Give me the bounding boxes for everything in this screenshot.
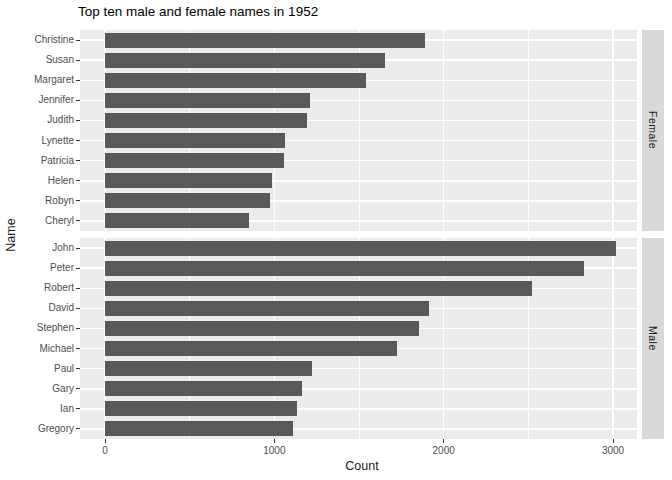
y-tick-label: Michael xyxy=(0,339,74,359)
y-tick-mark xyxy=(76,328,80,329)
gridline-major xyxy=(612,30,614,231)
x-tick-label: 2000 xyxy=(419,445,469,456)
y-tick-label: David xyxy=(0,298,74,318)
facet-panel-female xyxy=(80,30,637,231)
y-tick-mark xyxy=(76,428,80,429)
bar-judith xyxy=(105,113,307,128)
y-tick-label: Robert xyxy=(0,278,74,298)
bar-david xyxy=(105,301,429,316)
y-tick-label: Gregory xyxy=(0,419,74,439)
y-tick-label: Lynette xyxy=(0,131,74,151)
x-tick-mark xyxy=(274,439,275,443)
bar-stephen xyxy=(105,321,419,336)
x-tick-mark xyxy=(613,439,614,443)
bar-john xyxy=(105,241,616,256)
y-tick-label: John xyxy=(0,238,74,258)
chart-title: Top ten male and female names in 1952 xyxy=(78,4,318,19)
bar-gregory xyxy=(105,421,293,436)
y-tick-mark xyxy=(76,308,80,309)
x-tick-label: 0 xyxy=(80,445,130,456)
y-tick-mark xyxy=(76,180,80,181)
bar-robert xyxy=(105,281,532,296)
y-tick-label: Ian xyxy=(0,399,74,419)
y-tick-mark xyxy=(76,408,80,409)
x-axis-label: Count xyxy=(262,459,462,473)
y-tick-mark xyxy=(76,120,80,121)
y-tick-label: Patricia xyxy=(0,151,74,171)
bar-paul xyxy=(105,361,312,376)
y-tick-mark xyxy=(76,140,80,141)
x-tick-mark xyxy=(105,439,106,443)
gridline-major xyxy=(443,30,445,231)
y-tick-label: Paul xyxy=(0,359,74,379)
x-tick-mark xyxy=(443,439,444,443)
bar-michael xyxy=(105,341,397,356)
x-tick-label: 1000 xyxy=(249,445,299,456)
bar-christine xyxy=(105,33,425,48)
y-tick-label: Margaret xyxy=(0,70,74,90)
gridline-minor xyxy=(528,30,529,231)
bar-robyn xyxy=(105,193,270,208)
y-tick-mark xyxy=(76,160,80,161)
bar-susan xyxy=(105,53,385,68)
facet-strip-label: Female xyxy=(647,111,659,149)
bar-helen xyxy=(105,173,272,188)
bar-margaret xyxy=(105,73,366,88)
bar-peter xyxy=(105,261,584,276)
y-tick-label: Judith xyxy=(0,110,74,130)
y-tick-mark xyxy=(76,200,80,201)
y-tick-mark xyxy=(76,368,80,369)
facet-strip-female: Female xyxy=(642,30,664,231)
bar-lynette xyxy=(105,133,285,148)
y-tick-mark xyxy=(76,40,80,41)
y-tick-label: Stephen xyxy=(0,318,74,338)
y-tick-label: Gary xyxy=(0,379,74,399)
y-tick-mark xyxy=(76,388,80,389)
facet-strip-male: Male xyxy=(642,238,664,439)
facet-panel-male xyxy=(80,238,637,439)
y-tick-mark xyxy=(76,348,80,349)
y-tick-mark xyxy=(76,80,80,81)
bar-gary xyxy=(105,381,302,396)
bar-ian xyxy=(105,401,297,416)
x-tick-label: 3000 xyxy=(588,445,638,456)
bar-jennifer xyxy=(105,93,310,108)
bar-patricia xyxy=(105,153,284,168)
y-tick-label: Jennifer xyxy=(0,90,74,110)
y-tick-mark xyxy=(76,248,80,249)
y-tick-label: Susan xyxy=(0,50,74,70)
y-tick-mark xyxy=(76,268,80,269)
y-tick-label: Peter xyxy=(0,258,74,278)
y-tick-label: Helen xyxy=(0,171,74,191)
bar-cheryl xyxy=(105,213,249,228)
y-tick-mark xyxy=(76,220,80,221)
y-tick-mark xyxy=(76,288,80,289)
faceted-bar-chart: Top ten male and female names in 1952 Na… xyxy=(0,0,672,480)
y-tick-mark xyxy=(76,60,80,61)
y-tick-label: Christine xyxy=(0,30,74,50)
y-tick-label: Robyn xyxy=(0,191,74,211)
y-tick-mark xyxy=(76,100,80,101)
y-tick-label: Cheryl xyxy=(0,211,74,231)
facet-strip-label: Male xyxy=(647,326,659,351)
gridline-major xyxy=(612,238,614,439)
